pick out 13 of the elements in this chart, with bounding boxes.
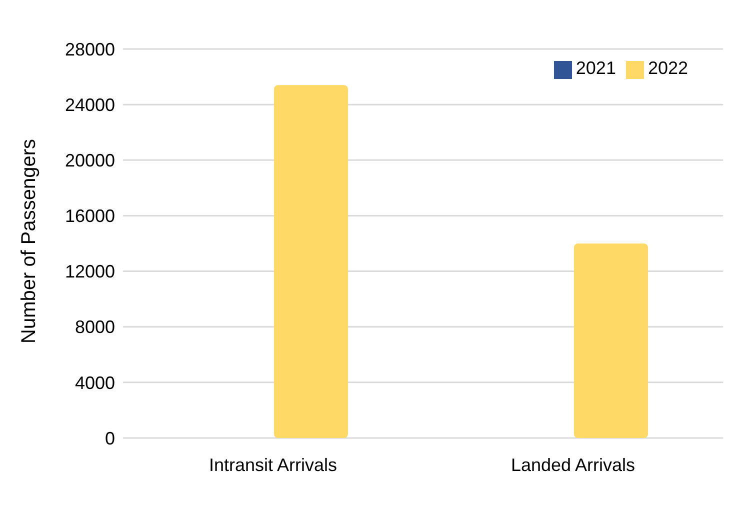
y-tick-label: 24000 (64, 94, 115, 115)
y-tick-label: 8000 (74, 317, 115, 338)
legend-label: 2021 (576, 58, 616, 78)
y-axis-title: Number of Passengers (18, 138, 40, 344)
y-tick-label: 20000 (64, 150, 115, 171)
x-tick-label: Landed Arrivals (510, 454, 636, 475)
y-tick-label: 12000 (64, 262, 115, 282)
y-tick-label: 4000 (74, 372, 115, 393)
y-tick-label: 0 (104, 428, 115, 448)
legend-label: 2022 (648, 58, 688, 78)
y-tick-label: 28000 (64, 39, 115, 60)
x-tick-label: Intransit Arrivals (208, 454, 338, 475)
y-tick-label: 16000 (64, 206, 115, 226)
